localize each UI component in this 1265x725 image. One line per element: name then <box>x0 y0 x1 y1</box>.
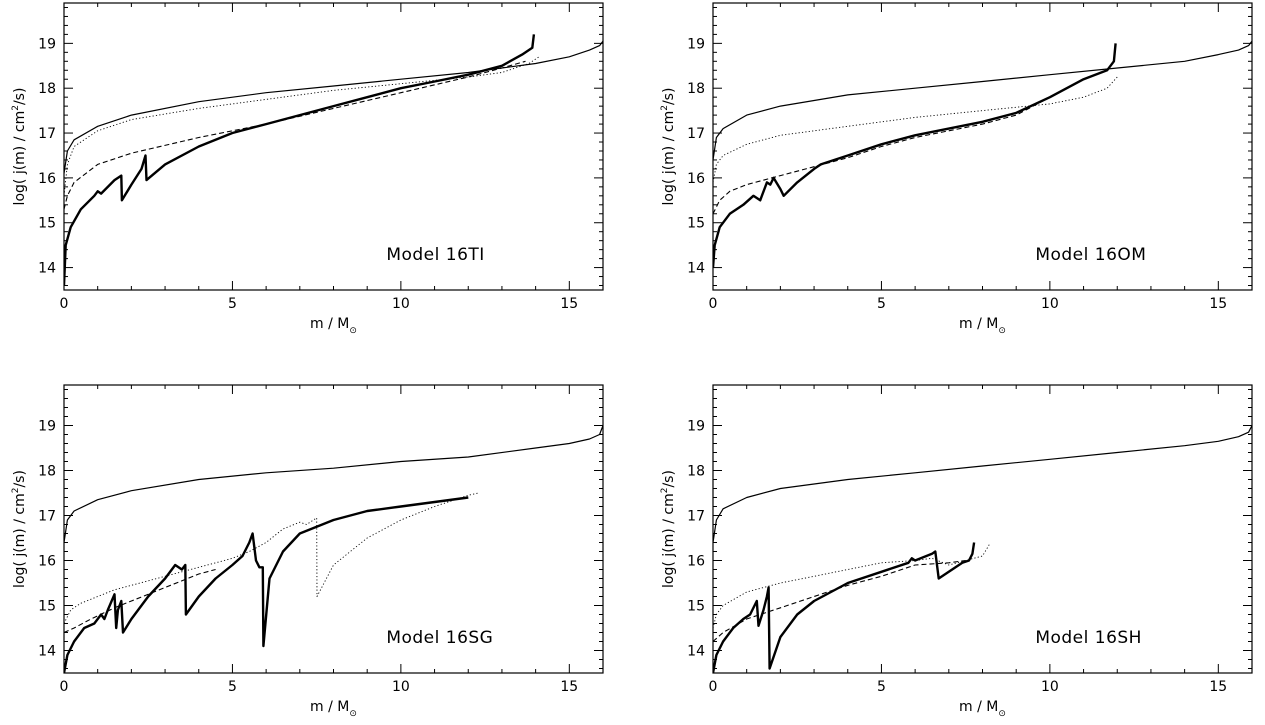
y-tick-label: 15 <box>687 599 705 615</box>
y-tick-label: 17 <box>38 509 56 525</box>
plot-frame <box>712 384 1253 674</box>
plot-frame <box>63 2 604 291</box>
series-line-dashed <box>713 87 1067 215</box>
y-axis-label: log( j(m) / cm2/s) <box>660 470 677 588</box>
series-line-dashed <box>64 60 526 210</box>
x-tick-label: 5 <box>877 679 886 695</box>
y-tick-label: 18 <box>687 81 705 97</box>
y-tick-label: 17 <box>687 509 705 525</box>
x-tick-label: 10 <box>1041 679 1059 695</box>
y-tick-label: 19 <box>38 419 56 435</box>
y-axis-label: log( j(m) / cm2/s) <box>11 88 28 206</box>
y-tick-label: 18 <box>687 464 705 480</box>
x-tick-label: 0 <box>709 679 718 695</box>
y-tick-label: 15 <box>687 216 705 232</box>
x-tick-label: 15 <box>1209 296 1227 312</box>
x-axis-label: m / M⊙ <box>310 699 357 719</box>
y-tick-label: 16 <box>687 554 705 570</box>
x-tick-label: 5 <box>877 296 886 312</box>
y-tick-label: 19 <box>38 36 56 52</box>
chart-panel-4: 0 5 10 15 14 15 16 17 18 19 m / M⊙ log( j(m) / cm2/… <box>660 384 1253 719</box>
y-tick-label: 17 <box>38 126 56 142</box>
x-tick-label: 15 <box>1209 679 1227 695</box>
y-tick-label: 15 <box>38 599 56 615</box>
series-line-solid <box>713 40 1252 161</box>
y-tick-label: 14 <box>38 644 56 660</box>
y-tick-label: 16 <box>687 171 705 187</box>
y-tick-label: 17 <box>687 126 705 142</box>
y-tick-label: 18 <box>38 464 56 480</box>
y-tick-label: 18 <box>38 81 56 97</box>
y-axis-label: log( j(m) / cm2/s) <box>11 470 28 588</box>
model-label: Model 16SG <box>386 628 493 648</box>
x-tick-label: 10 <box>392 679 410 695</box>
x-tick-label: 0 <box>709 296 718 312</box>
y-tick-label: 14 <box>687 644 705 660</box>
x-tick-label: 15 <box>560 679 578 695</box>
x-tick-label: 5 <box>228 679 237 695</box>
series-line-dotted <box>64 492 479 624</box>
y-tick-label: 14 <box>687 261 705 277</box>
y-tick-label: 19 <box>687 419 705 435</box>
series-line-dashed <box>64 568 216 634</box>
y-tick-label: 16 <box>38 171 56 187</box>
plot-frame <box>63 384 604 674</box>
chart-panel-1: 0 5 10 15 14 15 16 17 18 19 m / M⊙ log( j(m) / cm2/… <box>11 2 604 336</box>
y-axis-label: log( j(m) / cm2/s) <box>660 88 677 206</box>
x-tick-label: 10 <box>1041 296 1059 312</box>
series-line-dotted <box>64 56 540 196</box>
series-line-thick <box>713 43 1117 268</box>
series-line-thick <box>64 34 536 286</box>
model-label: Model 16SH <box>1035 628 1142 648</box>
y-tick-label: 19 <box>687 36 705 52</box>
chart-panel-3: 0 5 10 15 14 15 16 17 18 19 m / M⊙ log( j(m) / cm2/… <box>11 384 604 719</box>
y-tick-label: 16 <box>38 554 56 570</box>
series-line-solid <box>64 425 603 543</box>
model-label: Model 16OM <box>1035 245 1146 265</box>
plot-frame <box>712 2 1253 291</box>
x-tick-label: 5 <box>228 296 237 312</box>
x-axis-label: m / M⊙ <box>310 316 357 336</box>
series-line-solid <box>713 425 1252 543</box>
series-line-solid <box>64 40 603 174</box>
chart-panel-2: 0 5 10 15 14 15 16 17 18 19 m / M⊙ log( j(m) / cm2/… <box>660 2 1253 336</box>
x-tick-label: 0 <box>60 296 69 312</box>
model-label: Model 16TI <box>386 245 484 265</box>
x-axis-label: m / M⊙ <box>959 699 1006 719</box>
x-axis-label: m / M⊙ <box>959 316 1006 336</box>
x-tick-label: 10 <box>392 296 410 312</box>
series-line-dotted <box>713 76 1118 183</box>
series-line-thick <box>64 496 469 673</box>
y-tick-label: 14 <box>38 261 56 277</box>
x-tick-label: 15 <box>560 296 578 312</box>
series-line-dotted <box>713 544 990 629</box>
x-tick-label: 0 <box>60 679 69 695</box>
series-line-dashed <box>713 559 966 642</box>
y-tick-label: 15 <box>38 216 56 232</box>
series-line-thick <box>713 542 976 673</box>
